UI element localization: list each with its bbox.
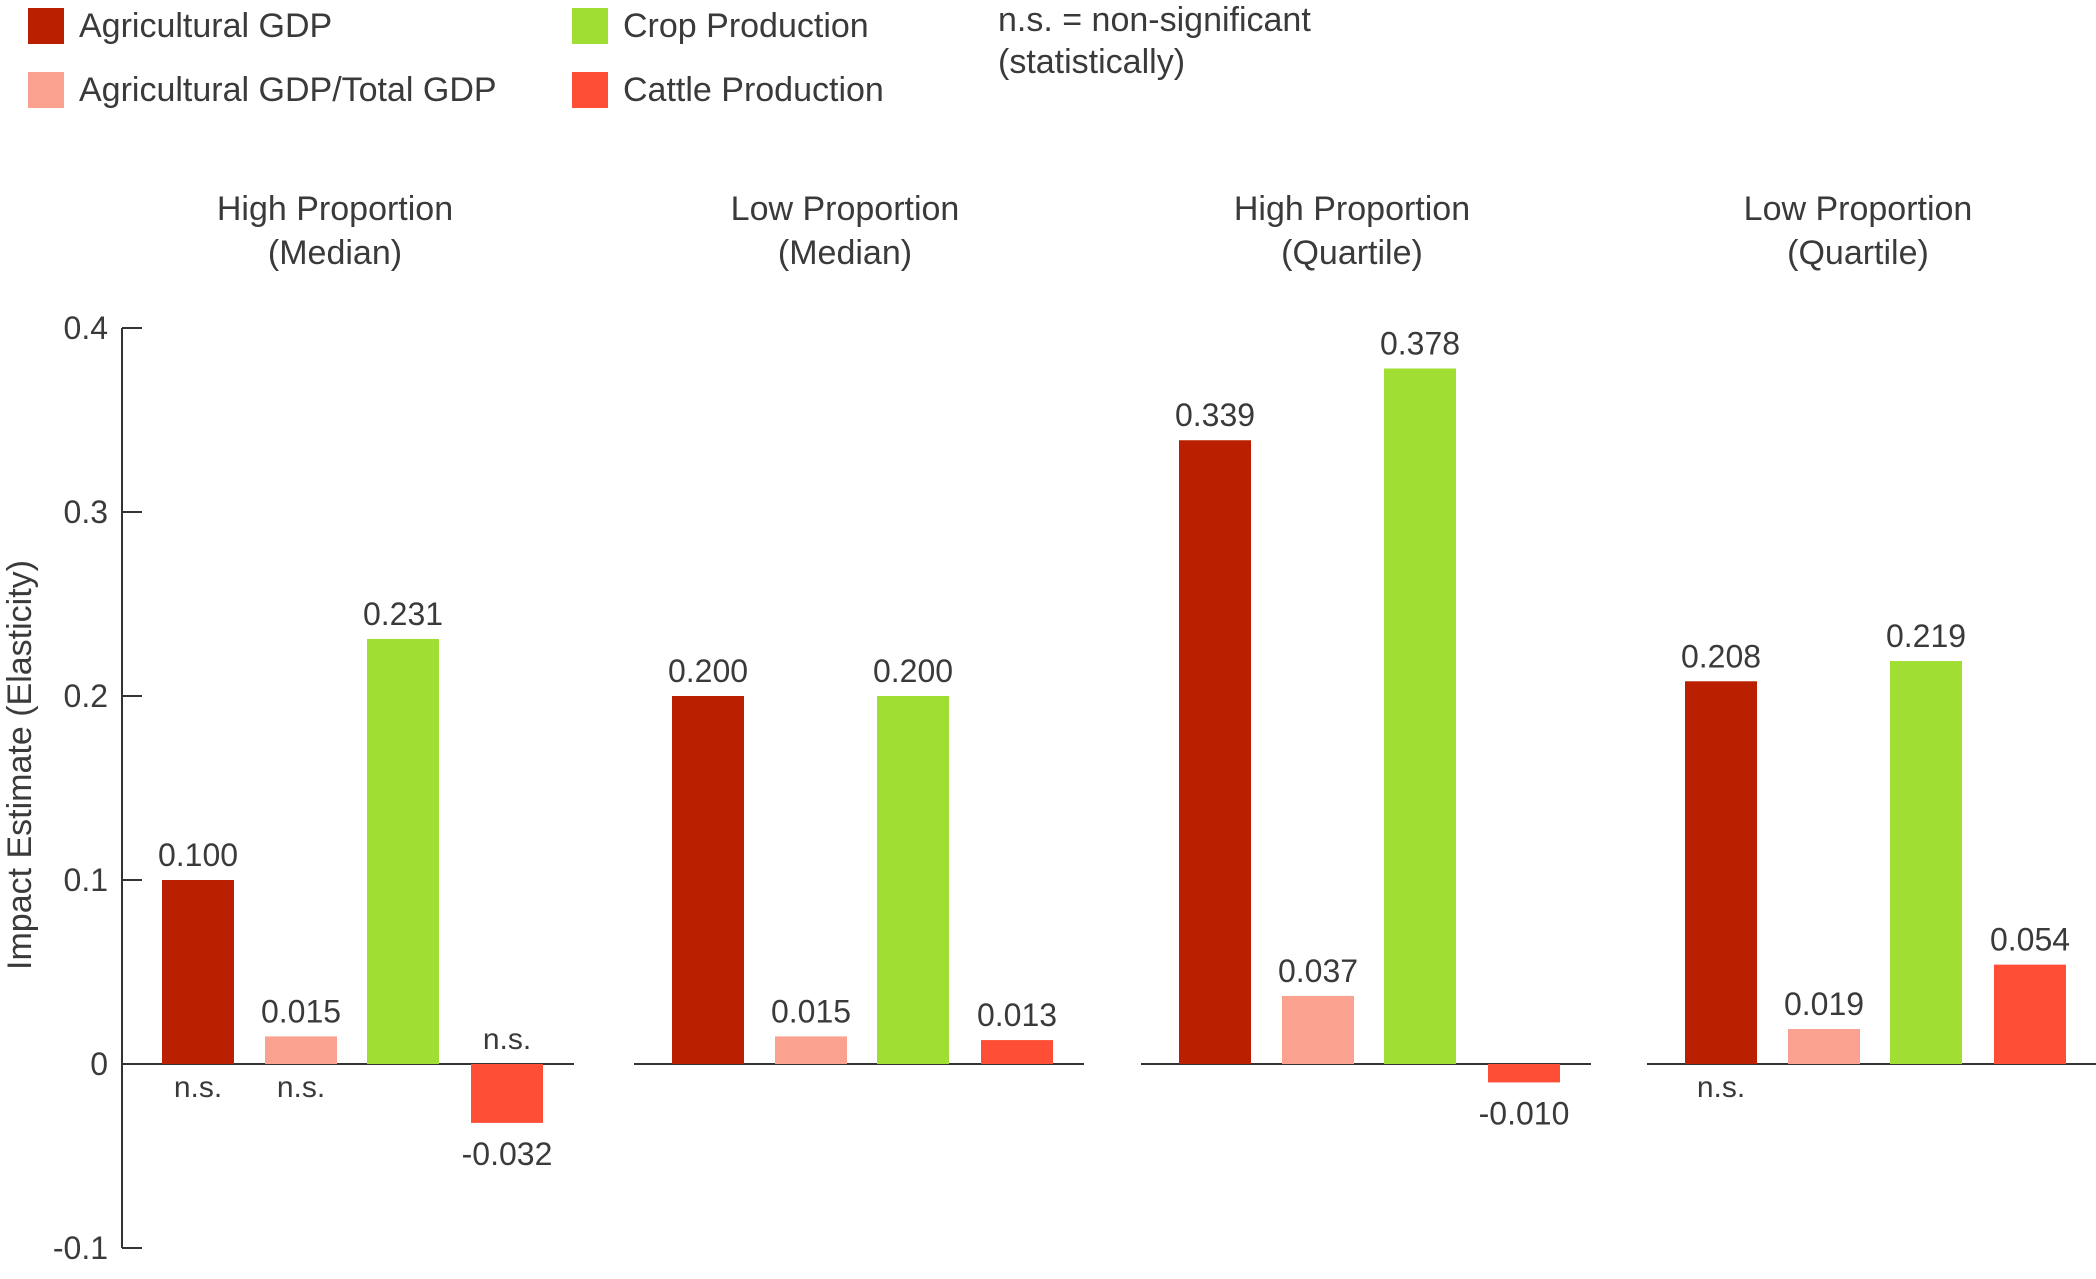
panel-high-proportion-median: High Proportion (Median) 0.100 n.s. 0.015 n.s…: [124, 190, 574, 1172]
y-tick-label: 0.1: [64, 862, 108, 898]
value-label-agricultural-gdp: 0.100: [158, 837, 238, 873]
y-axis-title: Impact Estimate (Elasticity): [1, 560, 39, 970]
value-label-crop-production: 0.200: [873, 653, 953, 689]
panels: High Proportion (Median) 0.100 n.s. 0.015 n.s…: [124, 190, 2096, 1172]
bar-agricultural-gdp: [1179, 440, 1251, 1064]
significance-note: n.s. = non-significant (statistically): [998, 1, 1311, 81]
note-line: n.s. = non-significant: [998, 1, 1311, 39]
value-label-cattle-production: -0.032: [462, 1136, 553, 1172]
value-label-agricultural-gdp: 0.200: [668, 653, 748, 689]
y-tick-label: -0.1: [53, 1230, 108, 1266]
panel-high-proportion-quartile: High Proportion (Quartile) 0.339 0.037 0.378…: [1141, 190, 1591, 1131]
panel-low-proportion-quartile: Low Proportion (Quartile) 0.208 n.s. 0.019 0.…: [1647, 190, 2096, 1104]
value-label-crop-production: 0.231: [363, 596, 443, 632]
bar-agricultural-gdp-total-gdp: [265, 1036, 337, 1064]
panel-low-proportion-median: Low Proportion (Median) 0.200 0.015 0.200 0.0…: [634, 190, 1084, 1065]
y-tick-label: 0.3: [64, 494, 108, 530]
ns-label: n.s.: [483, 1023, 531, 1056]
ns-label: n.s.: [174, 1071, 222, 1104]
legend-swatch-agricultural-gdp: [28, 8, 64, 44]
legend: Agricultural GDP Agricultural GDP/Total G…: [28, 7, 884, 109]
legend-label-agricultural-gdp: Agricultural GDP: [79, 7, 332, 45]
legend-swatch-cattle-production: [572, 72, 608, 108]
bar-crop-production: [1890, 661, 1962, 1064]
legend-item-cattle-production: Cattle Production: [572, 71, 884, 109]
legend-swatch-agricultural-gdp-total-gdp: [28, 72, 64, 108]
bar-crop-production: [367, 638, 439, 1064]
panel-title-line: High Proportion: [217, 190, 453, 228]
legend-item-agricultural-gdp: Agricultural GDP: [28, 7, 332, 45]
bar-cattle-production: [981, 1040, 1053, 1064]
value-label-cattle-production: -0.010: [1479, 1095, 1570, 1131]
value-label-agricultural-gdp-total-gdp: 0.037: [1278, 953, 1358, 989]
panel-title-line: High Proportion: [1234, 190, 1470, 228]
panel-title-line: (Median): [268, 234, 402, 272]
value-label-agricultural-gdp: 0.339: [1175, 397, 1255, 433]
legend-label-agricultural-gdp-total-gdp: Agricultural GDP/Total GDP: [79, 71, 497, 109]
legend-item-crop-production: Crop Production: [572, 7, 869, 45]
bar-agricultural-gdp: [162, 880, 234, 1064]
y-tick-label: 0.4: [64, 310, 108, 346]
bar-cattle-production: [1488, 1064, 1560, 1083]
value-label-agricultural-gdp-total-gdp: 0.015: [261, 993, 341, 1029]
bar-agricultural-gdp-total-gdp: [1788, 1029, 1860, 1064]
y-tick-label: 0.2: [64, 678, 108, 714]
bar-crop-production: [877, 696, 949, 1064]
legend-item-agricultural-gdp-total-gdp: Agricultural GDP/Total GDP: [28, 71, 497, 109]
bar-agricultural-gdp: [672, 696, 744, 1064]
note-line: (statistically): [998, 43, 1185, 81]
panel-title-line: (Median): [778, 234, 912, 272]
ns-label: n.s.: [1697, 1071, 1745, 1104]
value-label-cattle-production: 0.013: [977, 997, 1057, 1033]
bar-cattle-production: [471, 1064, 543, 1123]
legend-swatch-crop-production: [572, 8, 608, 44]
legend-label-cattle-production: Cattle Production: [623, 71, 884, 109]
value-label-agricultural-gdp: 0.208: [1681, 638, 1761, 674]
y-tick-label: 0: [90, 1046, 108, 1082]
value-label-cattle-production: 0.054: [1990, 922, 2070, 958]
panel-title-line: Low Proportion: [731, 190, 960, 228]
value-label-agricultural-gdp-total-gdp: 0.015: [771, 993, 851, 1029]
bar-agricultural-gdp-total-gdp: [1282, 995, 1354, 1064]
value-label-crop-production: 0.378: [1380, 325, 1460, 361]
ns-label: n.s.: [277, 1071, 325, 1104]
y-axis: -0.1 0 0.1 0.2 0.3 0.4 Impact Estimate (Elasti…: [1, 310, 142, 1266]
bar-cattle-production: [1994, 964, 2066, 1064]
value-label-crop-production: 0.219: [1886, 618, 1966, 654]
legend-label-crop-production: Crop Production: [623, 7, 869, 45]
bar-agricultural-gdp: [1685, 681, 1757, 1064]
panel-title-line: (Quartile): [1787, 234, 1929, 272]
panel-title-line: (Quartile): [1281, 234, 1423, 272]
bar-agricultural-gdp-total-gdp: [775, 1036, 847, 1064]
value-label-agricultural-gdp-total-gdp: 0.019: [1784, 986, 1864, 1022]
bar-crop-production: [1384, 368, 1456, 1065]
panel-title-line: Low Proportion: [1744, 190, 1973, 228]
